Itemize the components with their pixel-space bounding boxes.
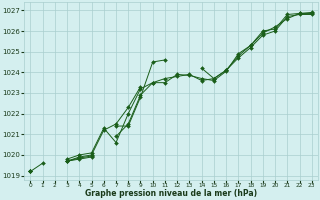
X-axis label: Graphe pression niveau de la mer (hPa): Graphe pression niveau de la mer (hPa) [85,189,257,198]
